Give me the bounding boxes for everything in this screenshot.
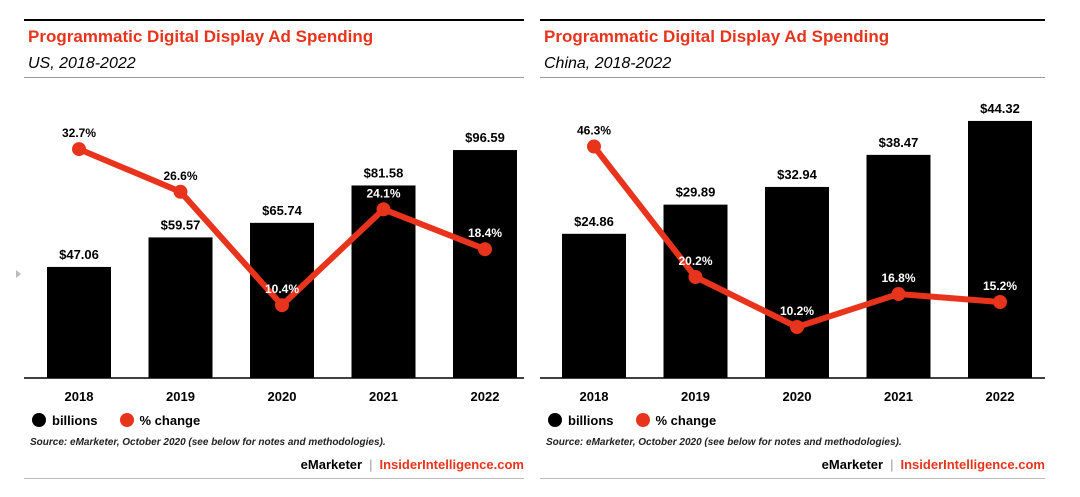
chart-plot: 2018 2019 2020 2021 2022 $24.86 46.3% $29.89 20.… [540,101,1045,404]
bar-2019 [663,204,728,378]
x-tick-label-2022: 2022 [471,389,500,404]
legend-bars-label: billions [52,412,98,428]
top-rule [24,19,524,21]
percent-change-label-2022: 18.4% [468,226,502,240]
legend-line-label: % change [655,412,717,428]
bar-value-label-2021: $38.47 [879,135,919,150]
source-note: Source: eMarketer, October 2020 (see bel… [546,437,902,448]
bar-value-label-2019: $29.89 [676,185,716,200]
chart-title: Programmatic Digital Display Ad Spending [544,27,890,46]
legend-line-label: % change [139,412,201,428]
bar-2018 [47,266,111,378]
bar-value-label-2022: $96.59 [465,130,505,145]
bar-2019 [148,237,213,378]
legend-bars-swatch [548,413,562,427]
source-note: Source: eMarketer, October 2020 (see bel… [30,437,386,448]
x-tick-label-2019: 2019 [681,389,710,404]
x-tick-label-2021: 2021 [884,389,913,404]
chart-plot: 2018 2019 2020 2021 2022 $47.06 32.7% $59.57 26.… [24,126,524,404]
legend-bars-swatch [32,413,46,427]
x-tick-label-2018: 2018 [65,389,94,404]
bar-2022 [453,150,517,378]
bar-2021 [866,154,931,378]
percent-change-label-2018: 32.7% [62,126,96,140]
credits: eMarketer | InsiderIntelligence.com [301,457,524,472]
credits: eMarketer | InsiderIntelligence.com [822,457,1045,472]
x-tick-label-2021: 2021 [369,389,398,404]
percent-change-point-2019 [173,184,188,199]
bar-value-label-2022: $44.32 [980,101,1020,116]
resize-handle-icon [16,270,21,278]
bar-2020 [765,186,829,378]
legend-bars-label: billions [568,412,614,428]
subtitle-rule [540,77,1045,78]
chart-panel-china: Programmatic Digital Display Ad Spending… [540,0,1045,497]
bar-value-label-2018: $47.06 [59,247,99,262]
chart-subtitle: China, 2018-2022 [544,55,672,72]
brand-insider-intelligence-link[interactable]: InsiderIntelligence.com [900,457,1046,472]
chart-title: Programmatic Digital Display Ad Spending [28,27,374,46]
bar-2022 [968,120,1032,378]
brand-emarketer[interactable]: eMarketer [300,457,363,472]
brand-insider-intelligence-link[interactable]: InsiderIntelligence.com [379,457,525,472]
legend-line-swatch [119,413,134,427]
x-tick-label-2020: 2020 [783,389,812,404]
credits-separator: | [369,457,373,472]
bar-value-label-2018: $24.86 [574,214,614,229]
x-tick-label-2019: 2019 [166,389,195,404]
percent-change-label-2019: 26.6% [163,169,197,183]
bar-2018 [562,233,626,378]
footer-rule [24,478,524,479]
x-tick-label-2020: 2020 [268,389,297,404]
chart-legend: billions % change [32,411,222,429]
percent-change-label-2018: 46.3% [577,124,611,138]
credits-separator: | [890,457,894,472]
percent-change-point-2020 [790,320,804,334]
x-tick-label-2022: 2022 [986,389,1015,404]
percent-change-point-2018 [72,142,86,157]
top-rule [540,19,1045,21]
footer-rule [540,478,1045,479]
chart-legend: billions % change [548,411,738,429]
percent-change-point-2021 [376,202,391,217]
percent-change-label-2021: 16.8% [881,271,915,285]
percent-change-point-2022 [478,242,492,257]
percent-change-label-2020: 10.4% [265,282,299,296]
percent-change-point-2019 [688,270,703,284]
percent-change-point-2020 [275,298,289,313]
percent-change-label-2021: 24.1% [366,186,400,200]
bar-value-label-2020: $32.94 [777,167,818,182]
chart-subtitle: US, 2018-2022 [28,55,136,72]
percent-change-point-2022 [993,295,1007,309]
bar-value-label-2020: $65.74 [262,203,303,218]
percent-change-label-2022: 15.2% [983,279,1017,293]
chart-panel-us: Programmatic Digital Display Ad Spending… [24,0,524,497]
brand-emarketer[interactable]: eMarketer [821,457,884,472]
x-tick-label-2018: 2018 [580,389,609,404]
percent-change-point-2018 [587,139,601,154]
percent-change-label-2019: 20.2% [678,254,712,268]
subtitle-rule [24,77,524,78]
percent-change-point-2021 [891,287,906,301]
bar-value-label-2021: $81.58 [364,165,404,180]
legend-line-swatch [635,413,650,427]
percent-change-label-2020: 10.2% [780,304,814,318]
bar-value-label-2019: $59.57 [161,217,201,232]
